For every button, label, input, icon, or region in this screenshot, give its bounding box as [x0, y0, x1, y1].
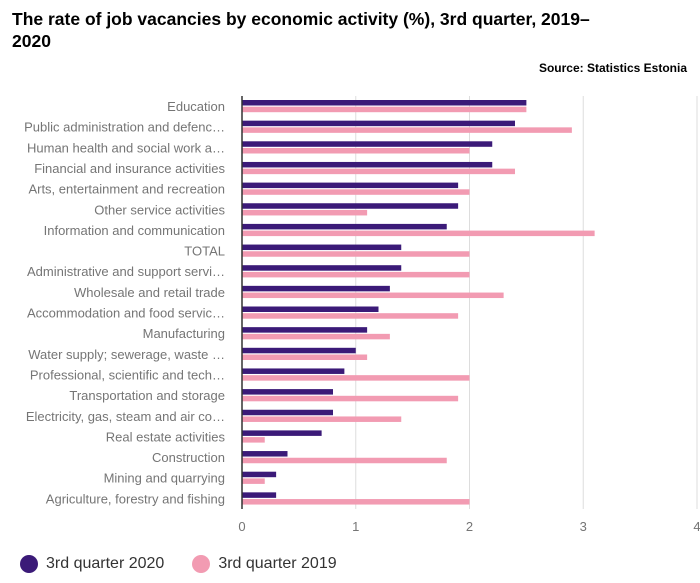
legend-label-2019: 3rd quarter 2019 [218, 555, 337, 572]
category-label: Public administration and defenc… [24, 120, 225, 135]
legend-label-2020: 3rd quarter 2020 [46, 555, 165, 572]
category-label: Transportation and storage [69, 388, 225, 403]
bar-2019 [242, 209, 368, 216]
bar-2020 [242, 409, 333, 416]
category-label: Professional, scientific and tech… [30, 367, 225, 382]
bar-2019 [242, 148, 470, 154]
bar-2019 [242, 416, 402, 422]
legend-swatch-2019 [192, 555, 211, 573]
x-tick-label: 3 [580, 519, 587, 534]
bar-2020 [242, 389, 333, 395]
bar-2019 [242, 499, 470, 505]
bar-2020 [242, 265, 402, 271]
bar-2019 [242, 189, 470, 195]
bar-2020 [242, 471, 277, 478]
legend-item-2019[interactable]: 3rd quarter 2019 [192, 555, 337, 573]
bar-2020 [242, 223, 447, 230]
bar-2020 [242, 203, 459, 209]
category-label: Arts, entertainment and recreation [28, 182, 225, 197]
bar-2019 [242, 251, 470, 257]
bar-2019 [242, 127, 572, 133]
legend-item-2020[interactable]: 3rd quarter 2020 [20, 555, 164, 573]
bar-2020 [242, 182, 459, 189]
bar-chart: 0 1 2 3 4 Education Public administration and … [24, 96, 700, 534]
category-label: TOTAL [184, 244, 225, 259]
bar-2019 [242, 271, 470, 278]
x-tick-label: 0 [238, 519, 245, 534]
bar-2019 [242, 478, 265, 484]
bar-2019 [242, 333, 390, 340]
bar-2020 [242, 306, 379, 312]
chart-title: The rate of job vacancies by economic ac… [12, 9, 590, 51]
category-label: Wholesale and retail trade [74, 285, 225, 300]
bar-2019 [242, 106, 527, 113]
category-label: Accommodation and food servic… [27, 306, 225, 321]
bar-2019 [242, 313, 459, 319]
bar-2020 [242, 327, 368, 333]
category-label: Real estate activities [106, 429, 226, 444]
category-label: Financial and insurance activities [34, 161, 225, 176]
bar-2019 [242, 168, 515, 175]
bar-2020 [242, 244, 402, 251]
bar-2019 [242, 292, 504, 299]
category-label: Administrative and support servi… [27, 264, 225, 279]
bar-2020 [242, 120, 515, 127]
bar-2020 [242, 161, 493, 168]
category-label: Agriculture, forestry and fishing [46, 491, 225, 506]
x-tick-label: 1 [352, 519, 359, 534]
bar-2020 [242, 285, 390, 292]
bar-2019 [242, 375, 470, 381]
bar-2020 [242, 100, 527, 106]
category-label: Electricity, gas, steam and air co… [26, 409, 225, 424]
bar-2020 [242, 492, 277, 498]
bar-2019 [242, 354, 368, 360]
category-label: Human health and social work a… [27, 140, 225, 155]
bar-2019 [242, 457, 447, 464]
x-tick-label: 4 [693, 519, 700, 534]
bar-2019 [242, 395, 459, 402]
legend: 3rd quarter 2020 3rd quarter 2019 [20, 555, 365, 573]
category-label: Construction [152, 450, 225, 465]
category-label: Water supply; sewerage, waste … [28, 347, 225, 362]
x-tick-label: 2 [466, 519, 473, 534]
source-note: Source: Statistics Estonia [538, 61, 687, 75]
category-label: Education [167, 99, 225, 114]
category-label: Manufacturing [143, 326, 225, 341]
bar-2020 [242, 430, 322, 436]
bar-2020 [242, 368, 345, 374]
bar-2019 [242, 437, 265, 443]
category-label: Other service activities [94, 202, 225, 217]
bar-2020 [242, 347, 356, 354]
bar-2019 [242, 230, 595, 237]
category-label: Mining and quarrying [104, 471, 225, 486]
legend-swatch-2020 [20, 555, 38, 573]
category-label: Information and communication [44, 223, 225, 238]
bar-2020 [242, 141, 493, 147]
bar-2020 [242, 451, 288, 457]
